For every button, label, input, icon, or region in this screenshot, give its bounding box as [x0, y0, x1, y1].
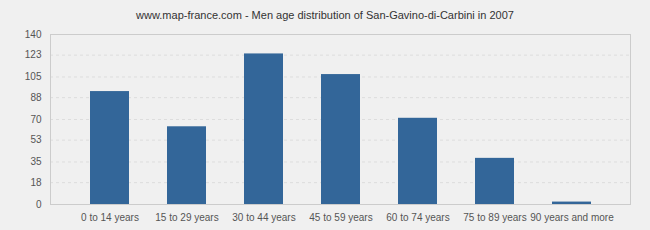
svg-text:35: 35	[30, 156, 42, 167]
svg-text:75 to 89 years: 75 to 89 years	[463, 212, 526, 223]
svg-text:123: 123	[25, 49, 42, 60]
svg-text:0: 0	[36, 199, 42, 210]
svg-text:140: 140	[25, 29, 42, 40]
svg-text:105: 105	[25, 71, 42, 82]
svg-text:45 to 59 years: 45 to 59 years	[309, 212, 372, 223]
svg-text:30 to 44 years: 30 to 44 years	[232, 212, 295, 223]
svg-text:60 to 74 years: 60 to 74 years	[386, 212, 449, 223]
html-text:www.map-france.com - Men age d: www.map-france.com - Men age distributio…	[136, 9, 514, 21]
svg-text:90 years and more: 90 years and more	[530, 212, 614, 223]
svg-text:53: 53	[30, 134, 42, 145]
svg-text:70: 70	[30, 114, 42, 125]
svg-text:18: 18	[30, 177, 42, 188]
svg-text:0 to 14 years: 0 to 14 years	[81, 212, 139, 223]
svg-text:88: 88	[30, 92, 42, 103]
svg-text:15 to 29 years: 15 to 29 years	[155, 212, 218, 223]
